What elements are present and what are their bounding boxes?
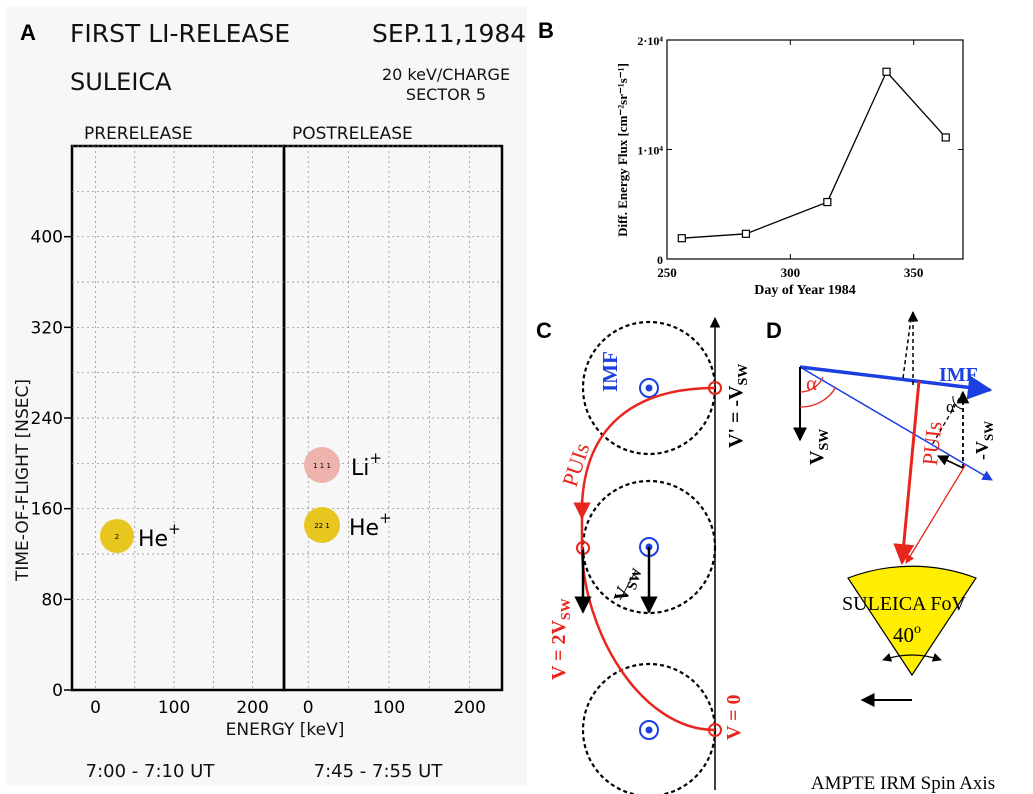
imf-out-of-page-symbol-top xyxy=(639,378,659,398)
panel-a-title: FIRST LI-RELEASE xyxy=(70,19,290,48)
panel-a-ticks: 0 100 200 0 100 200 0 80 160 240 320 400 xyxy=(31,228,486,718)
panel-letter-d: D xyxy=(766,318,782,343)
suleica-fov-cone xyxy=(847,565,977,677)
flux-x-tick-label: 350 xyxy=(904,265,924,280)
pui-point-top xyxy=(708,381,722,395)
energy-tick-label: 100 xyxy=(158,698,190,718)
flux-y-tick-label: 0 xyxy=(657,253,663,267)
energy-tick-label: 0 xyxy=(90,698,101,718)
energy-tick-label: 100 xyxy=(373,698,405,718)
panel-a-date: SEP.11,1984 xyxy=(372,19,526,48)
tof-tick-label: 160 xyxy=(31,500,63,520)
he-spot-postrelease: 22 1 xyxy=(304,507,340,543)
pui-point-bottom xyxy=(708,723,722,737)
alpha-arc-d xyxy=(952,395,963,410)
fov-angle-arc xyxy=(882,653,942,662)
fov-label: SULEICA FoV xyxy=(842,593,966,615)
prerelease-header: PRERELEASE xyxy=(84,124,193,144)
panel-letter-a: A xyxy=(20,20,36,45)
panel-letter-c: C xyxy=(536,318,552,343)
tof-tick-label: 240 xyxy=(31,409,63,429)
dashed-diagonal xyxy=(931,391,964,446)
alpha-arc-outer xyxy=(799,386,837,408)
flux-data-point xyxy=(741,229,751,238)
puis-arrow-d xyxy=(893,380,921,566)
panel-c: C IMF PUIs V' = -VSW V = 2VSW VSW V = 0 xyxy=(536,316,751,794)
imf-label-d: IMF xyxy=(939,364,978,386)
energy-tick-label: 200 xyxy=(236,698,268,718)
imf-label-c: IMF xyxy=(598,351,622,392)
panel-a-instrument: SULEICA xyxy=(70,68,172,96)
energy-tick-label: 200 xyxy=(453,698,485,718)
he-label-post: He+ xyxy=(349,509,392,541)
flux-y-tick-label: 2·10⁴ xyxy=(637,34,663,48)
tof-tick-label: 400 xyxy=(31,228,63,248)
panel-a-background xyxy=(6,6,527,786)
imf-out-of-page-symbol-bottom xyxy=(639,720,659,740)
flux-data-point xyxy=(941,133,950,142)
panel-a: A FIRST LI-RELEASE SEP.11,1984 SULEICA 2… xyxy=(6,6,527,786)
time-range-left: 7:00 - 7:10 UT xyxy=(86,761,216,782)
tof-tick-label: 0 xyxy=(52,681,63,701)
flux-y-axis-label: Diff. Energy Flux [cm⁻²sr⁻¹s⁻¹] xyxy=(615,63,630,237)
flux-x-tick-label: 300 xyxy=(781,265,801,280)
flux-plot-ticks: 250 300 350 0 1·10⁴ 2·10⁴ xyxy=(637,34,963,280)
flux-x-tick-label: 250 xyxy=(657,265,677,280)
vsw-label-d: VSW xyxy=(806,429,832,465)
flux-plot-frame xyxy=(666,39,964,260)
flux-y-tick-label: 1·10⁴ xyxy=(637,144,663,158)
fov-angle-label: 40o xyxy=(893,622,921,647)
alpha-label-black: α xyxy=(946,397,955,416)
minus-vsw-label: -VSW xyxy=(972,421,996,460)
vsw-leader-line xyxy=(619,569,637,601)
flux-x-axis-label: Day of Year 1984 xyxy=(754,283,856,298)
li-spot-count: 1 1 1 xyxy=(313,462,331,470)
panel-d: D IMF α α VSW -VSW PUIs SULEICA FoV 40o … xyxy=(766,310,996,794)
v-prime-label: V' = -VSW xyxy=(725,364,751,448)
he-label-pre: He+ xyxy=(138,520,181,552)
flux-data-point xyxy=(823,197,832,207)
energy-tick-label: 0 xyxy=(303,698,314,718)
tof-tick-label: 80 xyxy=(41,590,63,610)
small-vector-arrow xyxy=(936,455,964,469)
pui-cycloid-trajectory xyxy=(580,386,716,732)
tof-tick-label: 320 xyxy=(31,318,63,338)
tof-axis-label: TIME-OF-FLIGHT [NSEC] xyxy=(13,379,33,582)
li-spot: 1 1 1 xyxy=(304,447,340,483)
vsw-label-c: VSW xyxy=(610,563,646,606)
panel-a-grid xyxy=(72,145,502,690)
flux-series-line xyxy=(681,70,947,239)
spin-axis-label: AMPTE IRM Spin Axis xyxy=(811,773,995,794)
dashed-guide-line xyxy=(902,317,912,379)
li-label: Li+ xyxy=(351,449,382,481)
panel-a-setting-2: SECTOR 5 xyxy=(406,85,486,104)
flux-series-markers xyxy=(677,67,950,243)
alpha-arc-inner xyxy=(799,376,824,393)
panel-a-setting-1: 20 keV/CHARGE xyxy=(382,65,510,84)
he-spot-prerelease: 2 xyxy=(100,519,134,553)
flux-data-point xyxy=(882,67,891,76)
he-spot-pre-count: 2 xyxy=(115,533,119,541)
he-spot-post-count: 22 1 xyxy=(314,522,330,530)
panel-letter-b: B xyxy=(538,18,554,43)
imf-rotated-line xyxy=(799,366,993,481)
puis-label-d: PUIs xyxy=(917,420,946,466)
postrelease-header: POSTRELEASE xyxy=(292,124,413,144)
alpha-label-red: α xyxy=(806,371,817,395)
puis-label-c: PUIs xyxy=(557,440,594,490)
time-range-right: 7:45 - 7:55 UT xyxy=(314,761,444,782)
imf-arrow-d xyxy=(799,365,993,400)
energy-axis-label: ENERGY [keV] xyxy=(226,720,345,740)
flux-data-point xyxy=(677,234,686,243)
v-2vsw-label: V = 2VSW xyxy=(548,598,574,680)
pui-arrow-thin xyxy=(905,463,967,564)
v-zero-label: V = 0 xyxy=(723,695,745,740)
